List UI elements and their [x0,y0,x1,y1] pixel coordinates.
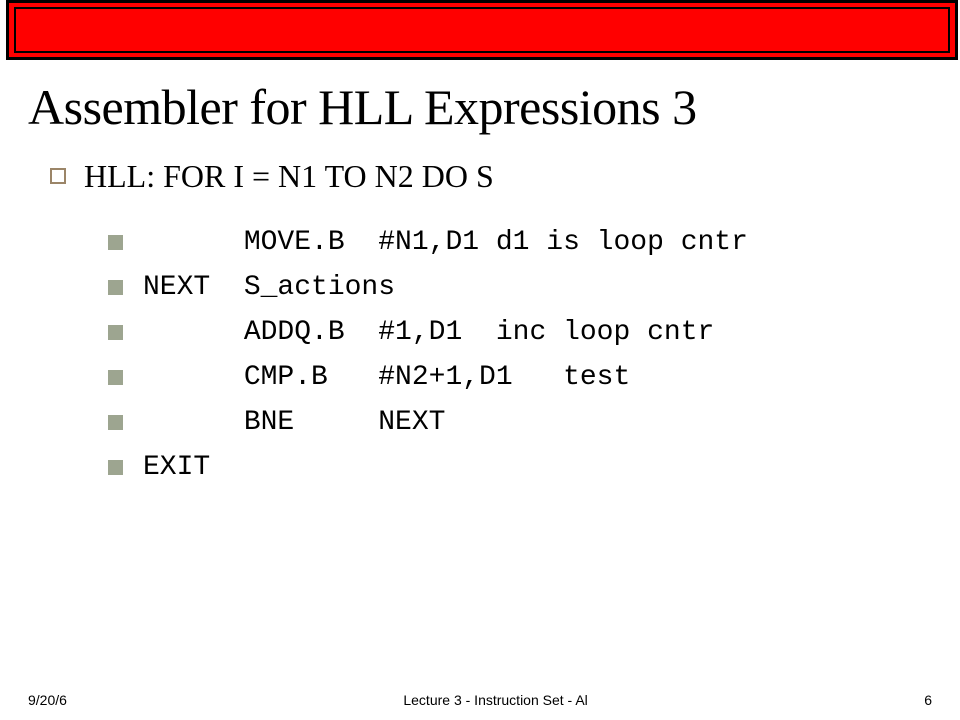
main-bullet-text: HLL: FOR I = N1 TO N2 DO S [84,158,494,195]
slide-title: Assembler for HLL Expressions 3 [28,78,932,136]
code-line: EXIT [108,452,932,483]
code-line: ADDQ.B #1,D1 inc loop cntr [108,317,932,348]
header-frame-outer [6,0,958,60]
bullet-filled-icon [108,235,123,250]
code-text: CMP.B #N2+1,D1 test [143,362,630,393]
code-text: EXIT [143,452,210,483]
code-list: MOVE.B #N1,D1 d1 is loop cntr NEXT S_act… [108,227,932,483]
header-frame-inner [14,7,950,53]
code-text: ADDQ.B #1,D1 inc loop cntr [143,317,714,348]
code-text: BNE NEXT [143,407,445,438]
bullet-filled-icon [108,460,123,475]
code-text: MOVE.B #N1,D1 d1 is loop cntr [143,227,748,258]
footer-date: 9/20/6 [28,692,67,708]
bullet-filled-icon [108,415,123,430]
slide-footer: 9/20/6 Lecture 3 - Instruction Set - Al … [28,692,932,708]
bullet-filled-icon [108,370,123,385]
code-text: NEXT S_actions [143,272,395,303]
code-line: MOVE.B #N1,D1 d1 is loop cntr [108,227,932,258]
footer-page-number: 6 [924,692,932,708]
code-line: CMP.B #N2+1,D1 test [108,362,932,393]
bullet-filled-icon [108,280,123,295]
main-bullet-row: HLL: FOR I = N1 TO N2 DO S [50,158,932,195]
bullet-outline-icon [50,168,66,184]
code-line: BNE NEXT [108,407,932,438]
bullet-filled-icon [108,325,123,340]
code-line: NEXT S_actions [108,272,932,303]
footer-title: Lecture 3 - Instruction Set - Al [403,692,587,708]
slide-content: Assembler for HLL Expressions 3 HLL: FOR… [28,78,932,497]
